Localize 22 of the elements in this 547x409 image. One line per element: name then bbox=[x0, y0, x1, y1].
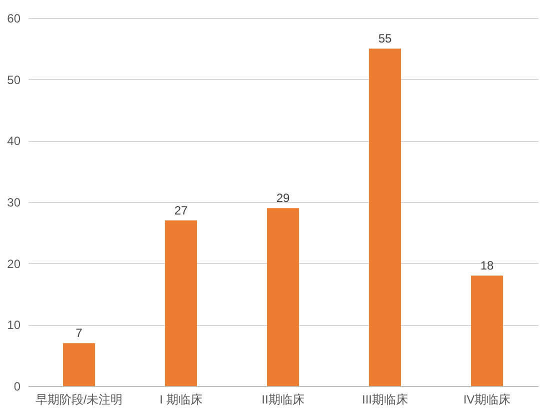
y-tick-label: 20 bbox=[7, 256, 21, 271]
y-tick-label: 60 bbox=[7, 12, 21, 26]
y-tick-label: 50 bbox=[7, 72, 21, 87]
x-tick-label: I 期临床 bbox=[160, 392, 202, 406]
y-tick-label: 40 bbox=[7, 134, 21, 148]
x-tick-label: IV期临床 bbox=[463, 392, 511, 406]
bar bbox=[165, 220, 197, 386]
bar bbox=[369, 48, 401, 386]
y-tick-label: 10 bbox=[7, 318, 21, 332]
data-label: 7 bbox=[76, 326, 83, 340]
bar bbox=[63, 343, 95, 386]
y-tick-label: 0 bbox=[14, 380, 21, 394]
y-tick-label: 30 bbox=[7, 196, 21, 210]
bar bbox=[471, 276, 503, 386]
data-label: 27 bbox=[174, 203, 188, 218]
bar bbox=[267, 208, 299, 386]
x-tick-label: III期临床 bbox=[362, 392, 408, 406]
data-label: 55 bbox=[378, 32, 392, 46]
data-label: 18 bbox=[480, 258, 494, 273]
x-tick-label: II期临床 bbox=[262, 392, 304, 406]
x-tick-label: 早期阶段/未注明 bbox=[35, 392, 123, 406]
data-label: 29 bbox=[276, 191, 290, 206]
